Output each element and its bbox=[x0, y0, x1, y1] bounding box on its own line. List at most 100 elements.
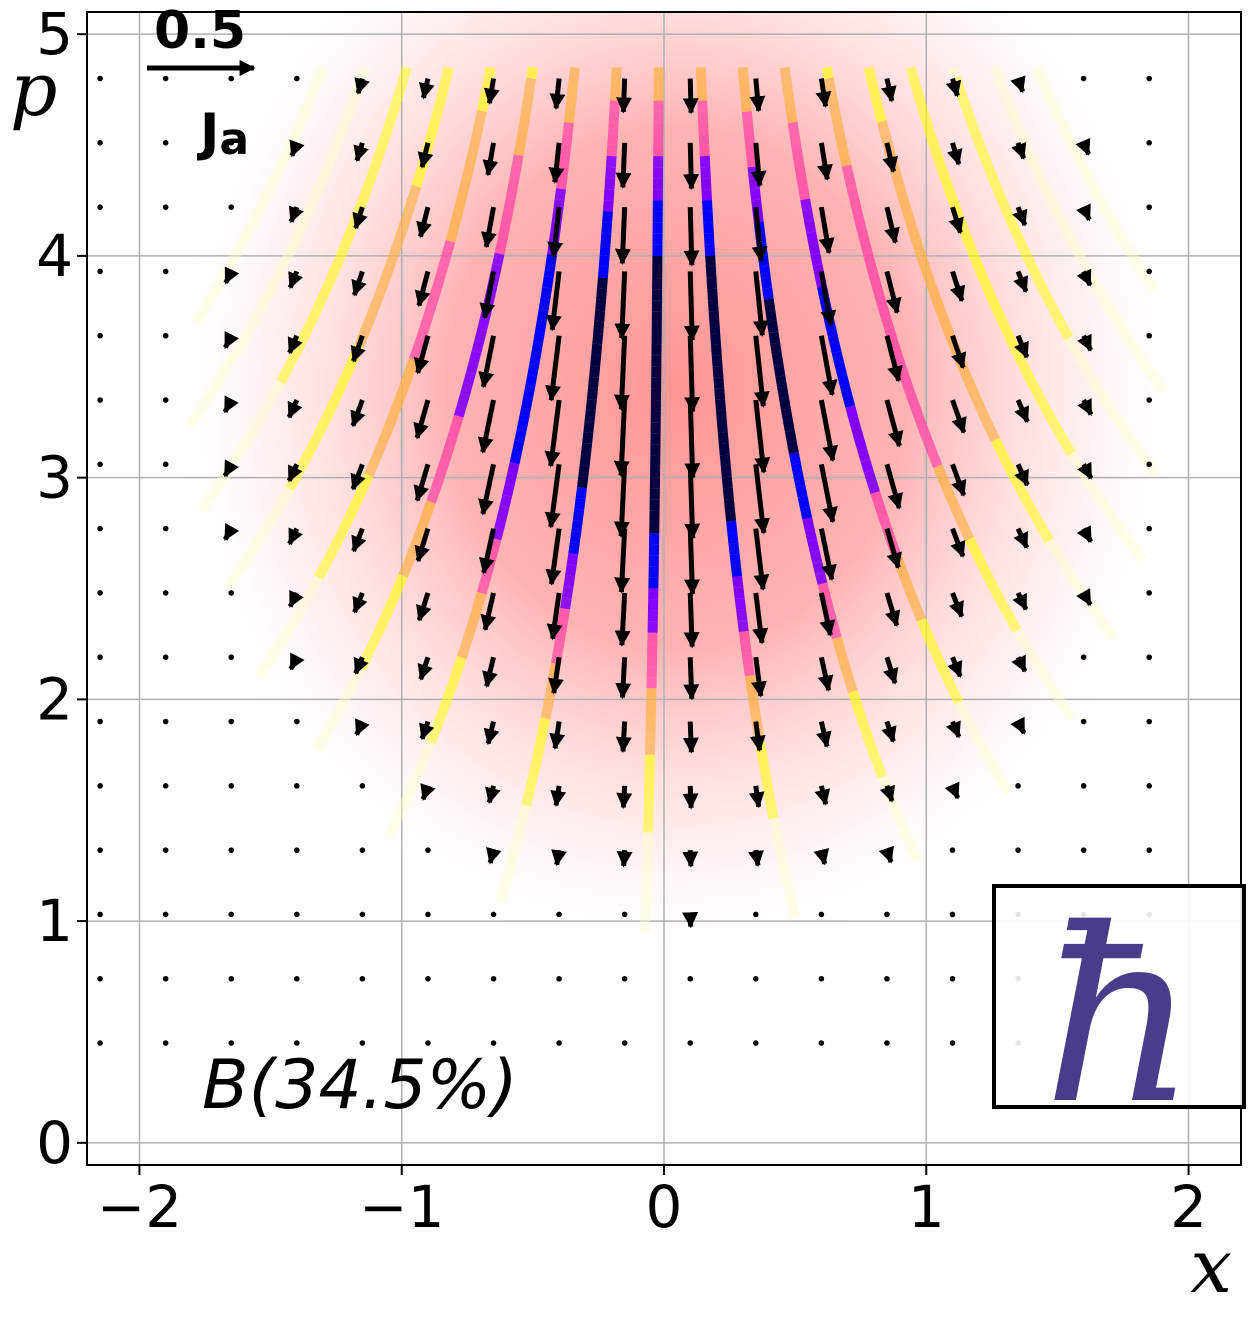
current-arrow-dot bbox=[294, 911, 300, 918]
current-arrow bbox=[483, 78, 500, 105]
streamline-segment bbox=[479, 88, 492, 102]
streamline-segment bbox=[584, 409, 596, 422]
streamline-segment bbox=[235, 334, 250, 350]
streamline-segment bbox=[738, 78, 750, 90]
streamline-segment bbox=[768, 331, 781, 344]
streamline-segment bbox=[765, 309, 777, 322]
streamline-segment bbox=[736, 608, 748, 622]
streamline-segment bbox=[1050, 106, 1065, 122]
current-arrow-dot bbox=[162, 140, 169, 146]
streamline-segment bbox=[823, 604, 836, 618]
streamline-segment bbox=[414, 521, 429, 536]
streamline-segment bbox=[894, 185, 908, 199]
streamline-segment bbox=[817, 582, 831, 596]
current-arrow bbox=[478, 335, 496, 389]
streamline-segment bbox=[791, 462, 804, 476]
current-arrow bbox=[884, 527, 902, 570]
streamline-segment bbox=[286, 349, 302, 364]
streamline-segment bbox=[1048, 305, 1063, 321]
streamline-segment bbox=[192, 403, 208, 419]
current-arrow bbox=[479, 270, 496, 320]
streamline-segment bbox=[483, 66, 496, 80]
streamline-segment bbox=[509, 165, 522, 179]
streamline-segment bbox=[933, 464, 947, 479]
streamline-segment bbox=[705, 266, 717, 279]
current-arrow bbox=[551, 849, 567, 867]
current-arrow bbox=[1077, 333, 1093, 352]
current-arrow-dot bbox=[1146, 847, 1153, 853]
current-arrow bbox=[748, 849, 764, 868]
streamline-segment bbox=[253, 409, 269, 425]
streamline-segment bbox=[1011, 478, 1026, 494]
streamline-segment bbox=[798, 187, 811, 201]
current-arrow-dot bbox=[97, 975, 103, 982]
streamline-segment bbox=[844, 175, 857, 189]
streamline-segment bbox=[1099, 394, 1115, 411]
streamline-segment bbox=[950, 505, 965, 521]
streamline-segment bbox=[293, 222, 308, 238]
streamline-segment bbox=[857, 448, 871, 462]
streamline-segment bbox=[236, 439, 251, 455]
streamline-segment bbox=[513, 143, 526, 157]
current-arrow bbox=[1077, 461, 1094, 480]
streamline-segment bbox=[848, 690, 861, 704]
current-arrow bbox=[878, 845, 894, 864]
streamline-segment bbox=[1101, 208, 1117, 224]
streamline-segment bbox=[942, 183, 956, 198]
streamline-segment bbox=[851, 700, 865, 715]
streamline-segment bbox=[1096, 198, 1111, 214]
streamline-segment bbox=[285, 615, 301, 631]
streamline-segment bbox=[837, 372, 850, 387]
streamline-segment bbox=[364, 462, 378, 478]
streamline-segment bbox=[580, 442, 593, 456]
streamline-segment bbox=[758, 762, 771, 776]
streamline-segment bbox=[946, 495, 960, 510]
streamline-segment bbox=[377, 431, 391, 446]
current-arrow bbox=[414, 527, 431, 563]
streamline-segment bbox=[563, 111, 576, 124]
streamline-segment bbox=[540, 706, 553, 720]
current-arrow bbox=[683, 142, 700, 191]
streamline-segment bbox=[810, 253, 823, 266]
streamline-segment bbox=[830, 110, 843, 124]
streamline-segment bbox=[796, 176, 809, 190]
current-arrow bbox=[485, 785, 501, 804]
streamline-segment bbox=[384, 823, 399, 838]
streamline-segment bbox=[777, 386, 789, 399]
current-arrow bbox=[682, 78, 699, 115]
streamline-segment bbox=[433, 98, 446, 113]
streamline-segment bbox=[785, 893, 798, 907]
streamline-segment bbox=[699, 155, 711, 168]
streamline-segment bbox=[839, 153, 852, 167]
streamline-segment bbox=[1069, 147, 1084, 163]
current-arrow bbox=[682, 850, 699, 868]
streamline-segment bbox=[709, 321, 721, 334]
current-arrow bbox=[881, 720, 897, 743]
streamline-segment bbox=[389, 98, 403, 112]
streamline-segment bbox=[1039, 528, 1054, 544]
streamline-segment bbox=[701, 189, 713, 201]
streamline-segment bbox=[1087, 375, 1103, 391]
streamline-segment bbox=[563, 575, 576, 588]
streamline-segment bbox=[1037, 285, 1052, 300]
y-tick-label: 5 bbox=[36, 0, 73, 68]
streamline-segment bbox=[1131, 547, 1147, 563]
current-arrow-dot bbox=[97, 847, 103, 853]
current-arrow-dot bbox=[97, 911, 103, 918]
streamline-segment bbox=[288, 128, 302, 143]
streamline-segment bbox=[502, 483, 515, 497]
current-arrow-dot bbox=[1146, 75, 1153, 82]
streamline-segment bbox=[789, 132, 801, 146]
streamline-segment bbox=[1067, 450, 1082, 466]
streamline-segment bbox=[335, 246, 349, 261]
streamline-segment bbox=[485, 548, 499, 563]
streamline-segment bbox=[412, 336, 426, 351]
streamline-segment bbox=[1073, 460, 1088, 476]
streamline-segment bbox=[224, 574, 240, 590]
streamline-segment bbox=[702, 200, 713, 212]
streamline-segment bbox=[390, 238, 404, 252]
streamline-segment bbox=[1017, 244, 1032, 259]
streamline-segment bbox=[375, 140, 389, 155]
streamline-segment bbox=[359, 183, 374, 198]
current-arrow bbox=[417, 656, 433, 681]
